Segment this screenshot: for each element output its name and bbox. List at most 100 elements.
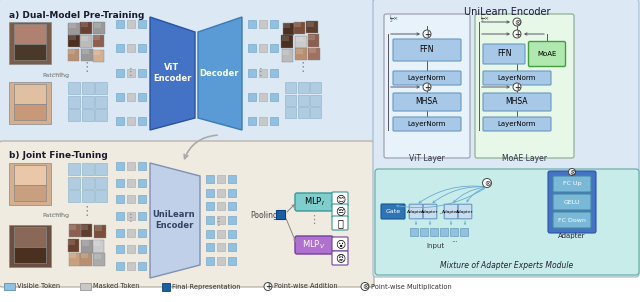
Bar <box>296 36 307 48</box>
Bar <box>81 224 92 237</box>
Bar <box>460 228 468 236</box>
Bar <box>68 23 80 35</box>
Bar <box>9 225 51 267</box>
Bar <box>285 107 296 118</box>
Bar <box>282 50 289 55</box>
FancyBboxPatch shape <box>553 194 591 210</box>
Text: LayerNorm: LayerNorm <box>498 121 536 127</box>
Bar <box>68 82 80 94</box>
Text: Masked Token: Masked Token <box>93 284 140 290</box>
Bar <box>259 69 267 76</box>
Text: +: + <box>265 282 271 291</box>
Bar <box>217 202 225 210</box>
Bar <box>81 82 93 94</box>
Bar <box>138 20 146 28</box>
Bar <box>138 117 146 125</box>
Bar <box>248 20 256 28</box>
Bar <box>116 245 124 253</box>
Bar <box>68 239 79 252</box>
Bar <box>450 228 458 236</box>
Circle shape <box>423 83 431 91</box>
Bar <box>138 212 146 220</box>
Bar <box>68 176 80 188</box>
Bar <box>14 84 46 104</box>
Text: Mixture of Adapter Experts Module: Mixture of Adapter Experts Module <box>440 261 573 270</box>
Text: 😮: 😮 <box>335 239 345 249</box>
Text: ⊗: ⊗ <box>569 168 575 177</box>
Circle shape <box>513 18 521 26</box>
FancyBboxPatch shape <box>483 117 551 131</box>
Bar <box>116 117 124 125</box>
Text: ⋮: ⋮ <box>256 67 266 77</box>
FancyBboxPatch shape <box>458 204 472 219</box>
FancyBboxPatch shape <box>553 176 591 192</box>
Bar <box>248 69 256 76</box>
Bar <box>259 44 267 52</box>
Bar <box>285 95 296 105</box>
Bar <box>93 240 104 253</box>
Bar <box>138 179 146 187</box>
Bar <box>310 107 321 118</box>
Bar <box>228 202 236 210</box>
Bar <box>127 69 135 76</box>
FancyBboxPatch shape <box>475 14 574 158</box>
Bar <box>228 189 236 197</box>
Text: GELU: GELU <box>564 200 580 204</box>
Polygon shape <box>198 17 242 130</box>
Bar <box>270 69 278 76</box>
Bar <box>127 195 135 203</box>
Bar <box>138 229 146 237</box>
Bar <box>68 252 81 266</box>
FancyBboxPatch shape <box>375 169 639 275</box>
Bar <box>81 109 93 121</box>
Bar <box>127 212 135 220</box>
Bar <box>138 44 146 52</box>
Bar <box>276 210 285 219</box>
Bar <box>127 179 135 187</box>
Bar <box>93 253 105 266</box>
Bar <box>116 69 124 76</box>
Bar <box>217 243 225 251</box>
Bar <box>282 36 289 41</box>
FancyBboxPatch shape <box>553 176 591 192</box>
Bar <box>162 283 170 291</box>
Bar <box>259 117 267 125</box>
Bar <box>116 162 124 170</box>
Text: +: + <box>424 30 430 39</box>
Text: 😊: 😊 <box>335 194 345 204</box>
Bar <box>93 50 100 55</box>
Bar <box>308 34 319 47</box>
Text: MHSA: MHSA <box>506 98 528 107</box>
FancyBboxPatch shape <box>384 14 470 158</box>
Bar <box>93 35 100 40</box>
Bar <box>206 216 214 224</box>
Bar <box>296 37 303 41</box>
Bar <box>310 82 321 93</box>
Bar <box>81 225 88 230</box>
Text: ⋮: ⋮ <box>125 67 135 77</box>
Bar <box>68 49 75 54</box>
Text: LayerNorm: LayerNorm <box>408 121 446 127</box>
Bar <box>217 230 225 238</box>
Bar <box>228 216 236 224</box>
Bar <box>420 228 428 236</box>
Bar <box>9 22 51 64</box>
FancyBboxPatch shape <box>483 44 525 64</box>
Bar <box>298 95 308 105</box>
FancyBboxPatch shape <box>553 194 591 210</box>
Text: ⋮: ⋮ <box>213 217 223 227</box>
Bar <box>68 36 76 40</box>
Bar <box>68 190 80 202</box>
Bar <box>93 35 104 47</box>
Bar <box>270 44 278 52</box>
Text: Point-wise Addition: Point-wise Addition <box>274 284 338 290</box>
Bar <box>81 49 93 61</box>
Bar <box>4 283 15 290</box>
Bar <box>206 230 214 238</box>
Bar <box>95 163 107 175</box>
Bar <box>116 179 124 187</box>
Text: ⊗: ⊗ <box>514 18 520 27</box>
Text: ⋮: ⋮ <box>81 62 93 75</box>
Text: Patching: Patching <box>42 72 70 78</box>
Bar <box>228 257 236 265</box>
